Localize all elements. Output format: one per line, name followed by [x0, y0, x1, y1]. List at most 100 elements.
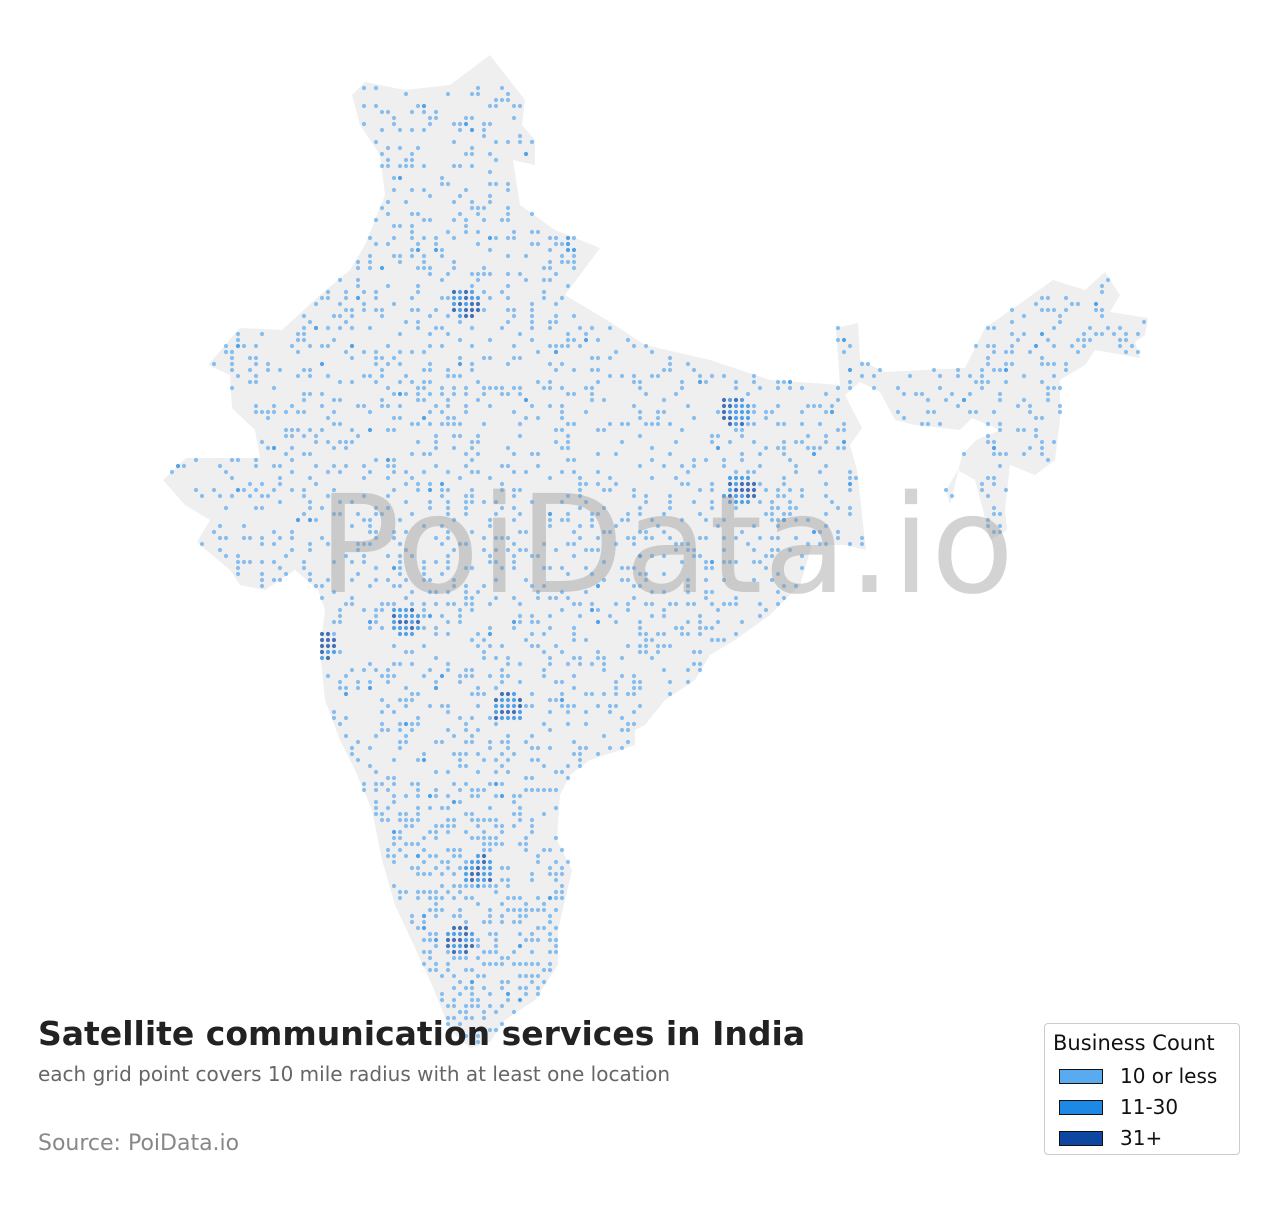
grid-point	[577, 481, 583, 487]
grid-point	[643, 643, 649, 649]
grid-point	[415, 793, 421, 799]
grid-point	[1015, 337, 1021, 343]
grid-point	[343, 295, 349, 301]
grid-point	[391, 853, 397, 859]
grid-point	[1093, 301, 1099, 307]
grid-point	[499, 877, 505, 883]
grid-point	[553, 877, 559, 883]
grid-point	[505, 235, 511, 241]
grid-point	[493, 769, 499, 775]
grid-point	[415, 757, 421, 763]
grid-point	[385, 361, 391, 367]
grid-point	[505, 715, 511, 721]
grid-point	[1045, 457, 1051, 463]
grid-point	[415, 781, 421, 787]
grid-point	[403, 577, 409, 583]
grid-point	[1039, 451, 1045, 457]
grid-point	[361, 559, 367, 565]
grid-point	[415, 865, 421, 871]
grid-point	[451, 217, 457, 223]
grid-point	[265, 409, 271, 415]
grid-point	[451, 415, 457, 421]
grid-point	[361, 307, 367, 313]
grid-point	[841, 439, 847, 445]
grid-point	[823, 439, 829, 445]
grid-point	[349, 427, 355, 433]
grid-point	[547, 895, 553, 901]
grid-point	[529, 931, 535, 937]
grid-point	[361, 349, 367, 355]
grid-point	[547, 949, 553, 955]
grid-point	[667, 691, 673, 697]
grid-point	[619, 439, 625, 445]
grid-point	[223, 535, 229, 541]
grid-point	[307, 577, 313, 583]
grid-point	[841, 427, 847, 433]
grid-point	[427, 895, 433, 901]
grid-point	[439, 493, 445, 499]
grid-point	[319, 361, 325, 367]
grid-point	[775, 487, 781, 493]
grid-point	[433, 787, 439, 793]
grid-point	[589, 511, 595, 517]
grid-point	[451, 577, 457, 583]
grid-point	[631, 565, 637, 571]
grid-point	[409, 235, 415, 241]
grid-point	[427, 937, 433, 943]
grid-point	[457, 373, 463, 379]
grid-point	[499, 481, 505, 487]
grid-point	[487, 523, 493, 529]
grid-point	[427, 907, 433, 913]
grid-point	[577, 757, 583, 763]
grid-point	[577, 745, 583, 751]
grid-point	[799, 565, 805, 571]
grid-point	[517, 841, 523, 847]
grid-point	[511, 907, 517, 913]
grid-point	[235, 343, 241, 349]
grid-point	[955, 367, 961, 373]
grid-point	[487, 841, 493, 847]
grid-point	[625, 727, 631, 733]
grid-point	[403, 817, 409, 823]
grid-point	[343, 601, 349, 607]
grid-point	[409, 451, 415, 457]
grid-point	[451, 421, 457, 427]
grid-point	[265, 361, 271, 367]
grid-point	[385, 493, 391, 499]
grid-point	[625, 607, 631, 613]
grid-point	[487, 151, 493, 157]
grid-point	[409, 841, 415, 847]
grid-point	[1123, 337, 1129, 343]
grid-point	[721, 409, 727, 415]
grid-point	[1135, 331, 1141, 337]
grid-point	[331, 643, 337, 649]
grid-point	[607, 487, 613, 493]
grid-point	[457, 679, 463, 685]
grid-point	[391, 391, 397, 397]
grid-point	[475, 853, 481, 859]
grid-point	[613, 601, 619, 607]
grid-point	[529, 319, 535, 325]
grid-point	[391, 301, 397, 307]
grid-point	[757, 559, 763, 565]
grid-point	[463, 673, 469, 679]
grid-point	[235, 373, 241, 379]
grid-point	[577, 601, 583, 607]
grid-point	[505, 181, 511, 187]
grid-point	[553, 643, 559, 649]
grid-point	[499, 763, 505, 769]
grid-point	[445, 805, 451, 811]
grid-point	[535, 961, 541, 967]
grid-point	[823, 541, 829, 547]
grid-point	[397, 403, 403, 409]
grid-point	[859, 373, 865, 379]
grid-point	[481, 973, 487, 979]
grid-point	[391, 487, 397, 493]
grid-point	[943, 397, 949, 403]
grid-point	[349, 343, 355, 349]
grid-point	[415, 103, 421, 109]
grid-point	[445, 529, 451, 535]
grid-point	[475, 241, 481, 247]
grid-point	[565, 571, 571, 577]
grid-point	[421, 127, 427, 133]
